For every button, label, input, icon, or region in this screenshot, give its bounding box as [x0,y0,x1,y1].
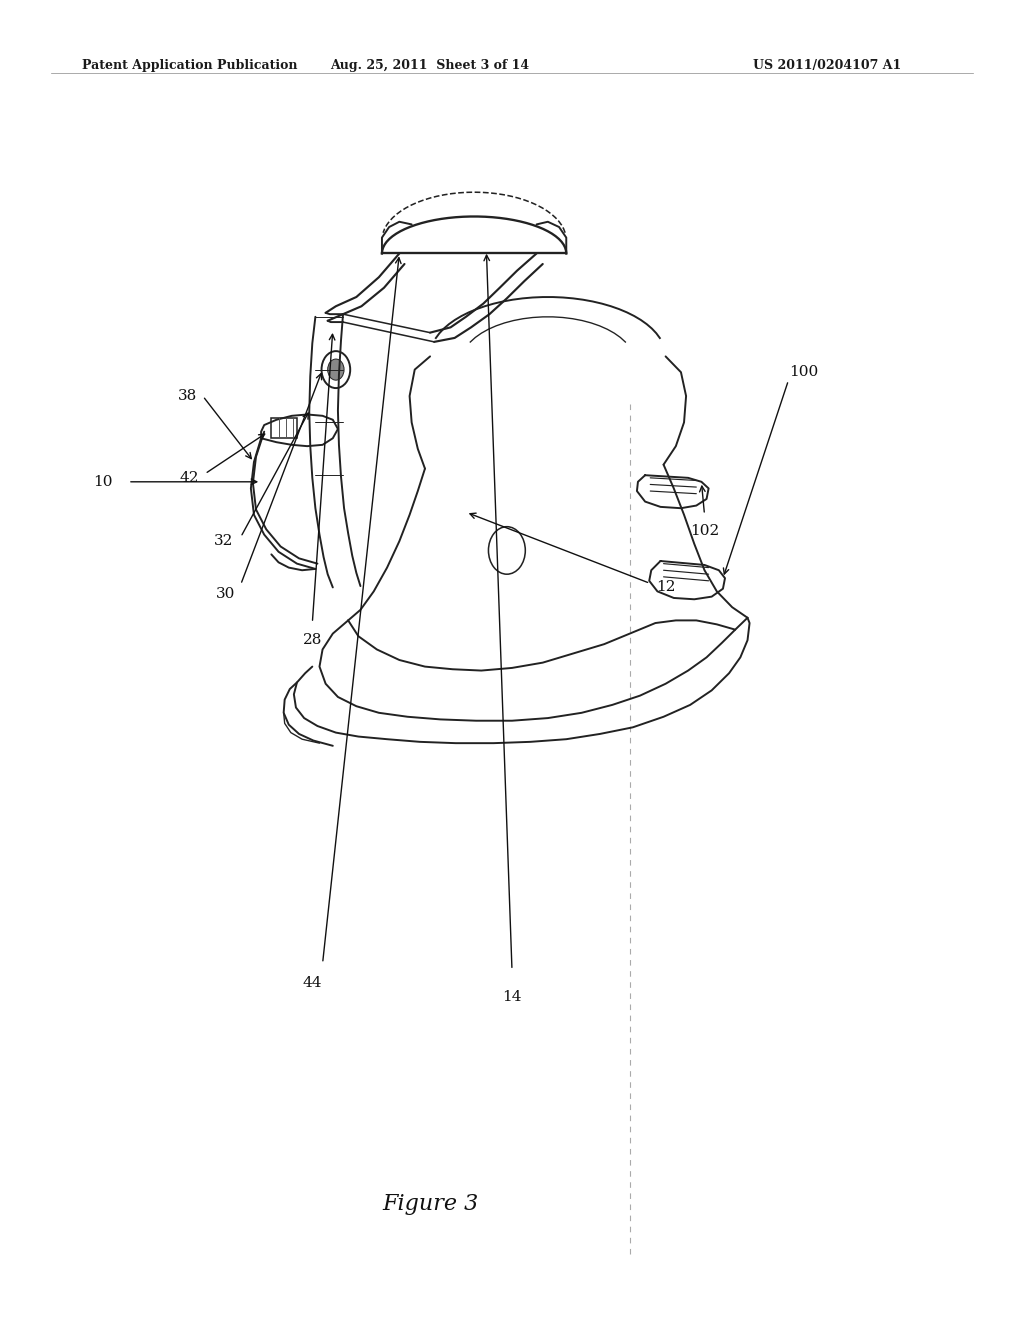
Text: 12: 12 [655,581,676,594]
Text: 28: 28 [303,634,322,647]
Text: US 2011/0204107 A1: US 2011/0204107 A1 [753,59,901,73]
Text: Patent Application Publication: Patent Application Publication [82,59,297,73]
Text: 10: 10 [92,475,113,488]
Text: 32: 32 [214,535,232,548]
Text: 42: 42 [179,471,200,484]
Text: 102: 102 [690,524,719,537]
Text: Figure 3: Figure 3 [382,1193,478,1214]
Text: 38: 38 [178,389,197,403]
Text: Aug. 25, 2011  Sheet 3 of 14: Aug. 25, 2011 Sheet 3 of 14 [331,59,529,73]
Text: 14: 14 [502,990,522,1003]
Text: 30: 30 [216,587,234,601]
Text: 100: 100 [790,366,818,379]
Text: 44: 44 [302,977,323,990]
Circle shape [328,359,344,380]
